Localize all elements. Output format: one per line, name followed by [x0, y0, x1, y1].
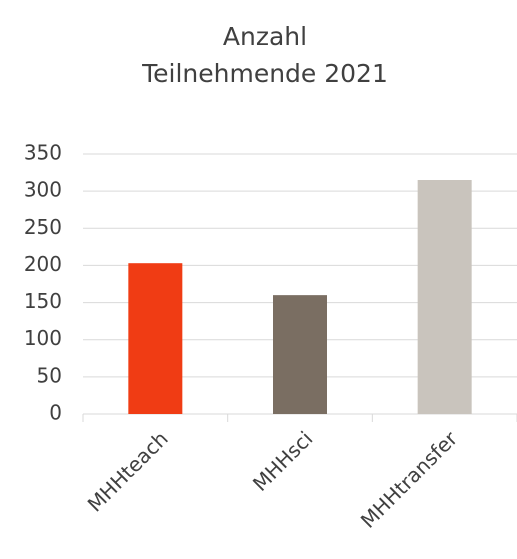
chart-title: Anzahl Teilnehmende 2021 — [142, 22, 388, 88]
y-tick-label: 200 — [24, 252, 62, 276]
x-tick-label: MHHsci — [248, 426, 318, 496]
y-tick-label: 300 — [24, 178, 62, 202]
y-tick-label: 250 — [24, 215, 62, 239]
y-tick-label: 350 — [24, 141, 62, 165]
x-tick-label: MHHtransfer — [356, 426, 463, 533]
bar — [273, 295, 327, 414]
x-tick-label: MHHteach — [83, 426, 173, 516]
bar — [128, 263, 183, 414]
y-tick-label: 50 — [37, 363, 62, 387]
y-tick-label: 100 — [24, 326, 62, 350]
y-tick-label: 0 — [49, 401, 62, 425]
y-tick-label: 150 — [24, 289, 62, 313]
bar — [417, 180, 472, 414]
